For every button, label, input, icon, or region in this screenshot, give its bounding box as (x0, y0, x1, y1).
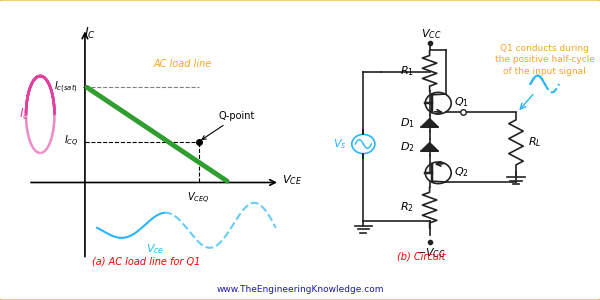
Text: $V_{ce}$: $V_{ce}$ (146, 243, 164, 256)
Text: (a) AC load line for Q1: (a) AC load line for Q1 (92, 256, 200, 266)
Text: $V_{CE}$: $V_{CE}$ (282, 173, 302, 187)
Polygon shape (421, 143, 438, 151)
Text: $I_c$: $I_c$ (19, 107, 29, 122)
Polygon shape (421, 119, 438, 127)
Text: $D_2$: $D_2$ (400, 140, 415, 154)
Text: $I_C$: $I_C$ (84, 26, 95, 40)
Text: (b) Circuit: (b) Circuit (397, 252, 445, 262)
Text: $I_{c(sat)}$: $I_{c(sat)}$ (54, 80, 77, 95)
Text: $V_{CC}$: $V_{CC}$ (421, 27, 441, 41)
Text: AC load line: AC load line (154, 59, 212, 69)
Text: $V_s$: $V_s$ (332, 137, 346, 151)
Text: $R_1$: $R_1$ (400, 64, 414, 78)
Text: $V_{CEQ}$: $V_{CEQ}$ (187, 190, 210, 206)
Text: $D_1$: $D_1$ (400, 116, 415, 130)
Text: $R_2$: $R_2$ (400, 201, 414, 214)
Text: $Q_2$: $Q_2$ (454, 165, 469, 178)
Text: Q-point: Q-point (202, 111, 256, 140)
Text: www.TheEngineeringKnowledge.com: www.TheEngineeringKnowledge.com (216, 285, 384, 294)
Text: $R_L$: $R_L$ (527, 136, 541, 149)
Text: $Q_1$: $Q_1$ (454, 95, 469, 109)
Text: Q1 conducts during
the positive half-cycle
of the input signal: Q1 conducts during the positive half-cyc… (495, 44, 595, 76)
Text: $-V_{CC}$: $-V_{CC}$ (416, 246, 446, 260)
Text: $I_{CQ}$: $I_{CQ}$ (64, 134, 79, 149)
